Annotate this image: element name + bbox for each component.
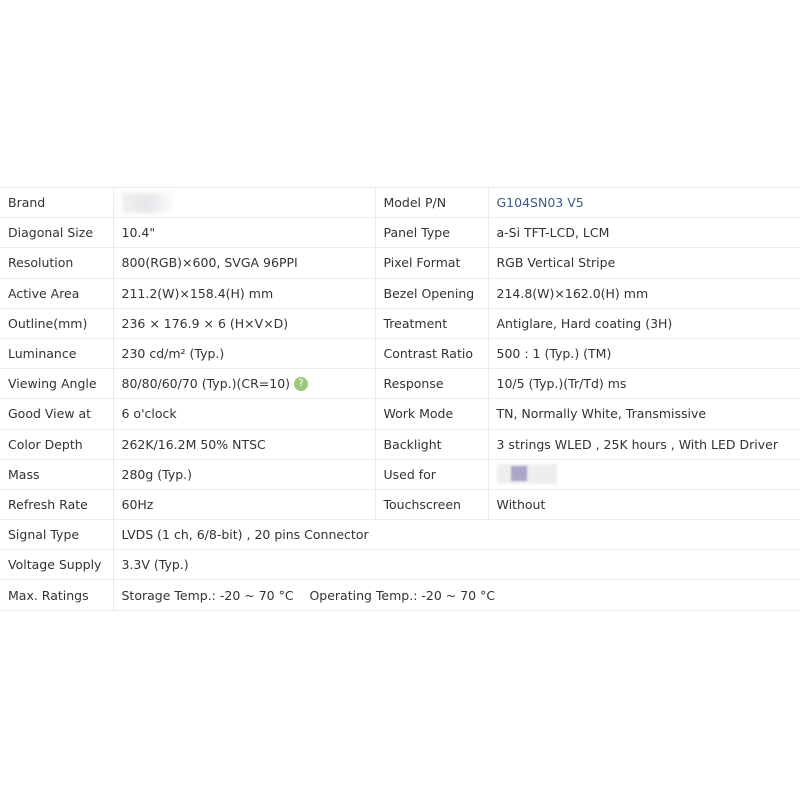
spec-value: 211.2(W)×158.4(H) mm — [113, 277, 375, 309]
spec-row: Signal Type LVDS (1 ch, 6/8-bit) , 20 pin… — [0, 519, 800, 551]
spec-label: Touchscreen — [374, 488, 489, 521]
spec-value: LVDS (1 ch, 6/8-bit) , 20 pins Connector — [113, 519, 800, 551]
spec-row: Mass 280g (Typ.) Used for — [0, 458, 800, 490]
spec-label: Max. Ratings — [0, 579, 114, 611]
spec-label: Color Depth — [0, 428, 114, 460]
spec-row: Max. Ratings Storage Temp.: -20 ~ 70 °C O… — [0, 579, 800, 611]
spec-label: Treatment — [374, 307, 489, 339]
spec-value: 60Hz — [113, 488, 375, 521]
spec-label: Voltage Supply — [0, 549, 114, 581]
spec-value — [113, 186, 375, 219]
spec-value: a-Si TFT-LCD, LCM — [488, 217, 800, 249]
spec-label: Pixel Format — [374, 247, 489, 279]
spec-value: TN, Normally White, Transmissive — [488, 398, 800, 430]
spec-label: Backlight — [374, 428, 489, 460]
spec-row: Refresh Rate 60Hz Touchscreen Without — [0, 488, 800, 521]
spec-value: 3.3V (Typ.) — [113, 549, 800, 581]
spec-row: Outline(mm) 236 × 176.9 × 6 (H×V×D) Treatm… — [0, 307, 800, 339]
spec-label: Active Area — [0, 277, 114, 309]
help-icon[interactable]: ? — [294, 377, 309, 392]
blurred-usage-image — [496, 464, 557, 485]
spec-value: 214.8(W)×162.0(H) mm — [488, 277, 800, 309]
spec-label: Viewing Angle — [0, 368, 114, 400]
spec-value — [488, 458, 800, 490]
spec-value: Storage Temp.: -20 ~ 70 °C Operating Tem… — [113, 579, 800, 611]
spec-value-text: 80/80/60/70 (Typ.)(CR=10) — [121, 375, 291, 391]
spec-value: 10/5 (Typ.)(Tr/Td) ms — [488, 368, 800, 400]
spec-value: G104SN03 V5 — [488, 186, 800, 219]
spec-label: Bezel Opening — [374, 277, 489, 309]
spec-label: Resolution — [0, 247, 114, 279]
spec-value: 800(RGB)×600, SVGA 96PPI — [113, 247, 375, 279]
spec-value: 3 strings WLED , 25K hours , With LED Dr… — [488, 428, 800, 460]
spec-label: Good View at — [0, 398, 114, 430]
spec-value: RGB Vertical Stripe — [488, 247, 800, 279]
spec-row: Luminance 230 cd/m² (Typ.) Contrast Ratio 5… — [0, 337, 800, 370]
spec-label: Mass — [0, 458, 114, 490]
spec-row: Viewing Angle 80/80/60/70 (Typ.)(CR=10)? R… — [0, 368, 800, 400]
spec-label: Diagonal Size — [0, 217, 114, 249]
spec-table: Brand Model P/N G104SN03 V5 Diagonal Size 10… — [0, 186, 800, 611]
spec-row: Voltage Supply 3.3V (Typ.) — [0, 549, 800, 581]
spec-value: 80/80/60/70 (Typ.)(CR=10)? — [113, 368, 375, 400]
spec-label: Luminance — [0, 337, 114, 370]
spec-row: Color Depth 262K/16.2M 50% NTSC Backlight 3… — [0, 428, 800, 460]
spec-row: Resolution 800(RGB)×600, SVGA 96PPI Pixel … — [0, 247, 800, 279]
spec-label: Panel Type — [374, 217, 489, 249]
spec-value: 230 cd/m² (Typ.) — [113, 337, 375, 370]
spec-value: 262K/16.2M 50% NTSC — [113, 428, 375, 460]
spec-value: 500 : 1 (Typ.) (TM) — [488, 337, 800, 370]
spec-value: 236 × 176.9 × 6 (H×V×D) — [113, 307, 375, 339]
spec-value: Without — [488, 488, 800, 521]
spec-label: Brand — [0, 186, 114, 219]
spec-value: 280g (Typ.) — [113, 458, 375, 490]
spec-label: Work Mode — [374, 398, 489, 430]
spec-row: Good View at 6 o'clock Work Mode TN, Normal… — [0, 398, 800, 430]
spec-row: Brand Model P/N G104SN03 V5 — [0, 186, 800, 219]
spec-label: Response — [374, 368, 489, 400]
blurred-brand-image — [121, 192, 172, 213]
spec-value: Antiglare, Hard coating (3H) — [488, 307, 800, 339]
spec-label: Used for — [374, 458, 489, 490]
spec-row: Diagonal Size 10.4" Panel Type a-Si TFT-LCD… — [0, 217, 800, 249]
spec-value: 6 o'clock — [113, 398, 375, 430]
spec-label: Signal Type — [0, 519, 114, 551]
spec-value: 10.4" — [113, 217, 375, 249]
spec-label: Refresh Rate — [0, 488, 114, 521]
spec-label: Outline(mm) — [0, 307, 114, 339]
spec-label: Model P/N — [374, 186, 489, 219]
spec-row: Active Area 211.2(W)×158.4(H) mm Bezel Ope… — [0, 277, 800, 309]
spec-label: Contrast Ratio — [374, 337, 489, 370]
